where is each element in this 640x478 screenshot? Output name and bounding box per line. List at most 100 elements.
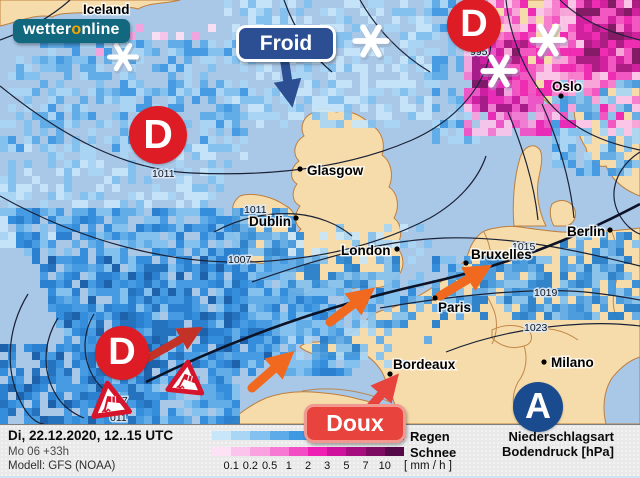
- precip-cell: [248, 352, 256, 360]
- precip-cell: [592, 72, 600, 80]
- precip-cell: [120, 120, 128, 128]
- precip-cell: [488, 128, 496, 136]
- precip-cell: [144, 96, 152, 104]
- precip-cell: [120, 296, 128, 304]
- precip-cell: [8, 104, 16, 112]
- precip-cell: [72, 208, 80, 216]
- precip-cell: [208, 280, 216, 288]
- precip-cell: [328, 280, 336, 288]
- precip-cell: [144, 384, 152, 392]
- precip-cell: [472, 88, 480, 96]
- precip-cell: [248, 280, 256, 288]
- precip-cell: [40, 272, 48, 280]
- precip-cell: [520, 296, 528, 304]
- precip-cell: [600, 40, 608, 48]
- precip-cell: [96, 40, 104, 48]
- precip-cell: [584, 136, 592, 144]
- precip-cell: [136, 232, 144, 240]
- precip-cell: [416, 304, 424, 312]
- precip-cell: [352, 0, 360, 8]
- precip-cell: [472, 296, 480, 304]
- precip-cell: [208, 144, 216, 152]
- precip-cell: [568, 64, 576, 72]
- precip-cell: [56, 288, 64, 296]
- precip-cell: [200, 264, 208, 272]
- precip-cell: [472, 48, 480, 56]
- precip-cell: [144, 88, 152, 96]
- precip-cell: [32, 240, 40, 248]
- precip-cell: [512, 264, 520, 272]
- precip-cell: [352, 120, 360, 128]
- precip-cell: [56, 216, 64, 224]
- precip-cell: [584, 88, 592, 96]
- precip-cell: [368, 320, 376, 328]
- precip-cell: [96, 304, 104, 312]
- precip-cell: [96, 376, 104, 384]
- precip-cell: [592, 64, 600, 72]
- precip-cell: [96, 168, 104, 176]
- precip-cell: [560, 296, 568, 304]
- precip-cell: [56, 392, 64, 400]
- scale-tick-label: 7: [362, 460, 369, 472]
- precip-cell: [208, 208, 216, 216]
- precip-cell: [208, 40, 216, 48]
- precip-cell: [120, 392, 128, 400]
- precip-cell: [544, 80, 552, 88]
- precip-cell: [536, 112, 544, 120]
- precip-cell: [488, 288, 496, 296]
- precip-cell: [560, 280, 568, 288]
- precip-cell: [392, 296, 400, 304]
- precip-cell: [224, 352, 232, 360]
- precip-cell: [584, 312, 592, 320]
- precip-cell: [248, 360, 256, 368]
- precip-cell: [488, 96, 496, 104]
- precip-cell: [376, 64, 384, 72]
- precip-cell: [336, 88, 344, 96]
- precip-cell: [56, 304, 64, 312]
- precip-cell: [176, 416, 184, 424]
- precip-cell: [400, 224, 408, 232]
- precip-cell: [184, 256, 192, 264]
- precip-cell: [328, 288, 336, 296]
- precip-cell: [496, 40, 504, 48]
- precip-cell: [56, 80, 64, 88]
- precip-cell: [592, 312, 600, 320]
- precip-cell: [504, 16, 512, 24]
- precip-cell: [176, 200, 184, 208]
- precip-cell: [312, 280, 320, 288]
- precip-cell: [432, 64, 440, 72]
- precip-cell: [192, 192, 200, 200]
- precip-cell: [120, 40, 128, 48]
- precip-cell: [616, 312, 624, 320]
- precip-cell: [504, 112, 512, 120]
- precip-cell: [40, 232, 48, 240]
- precip-cell: [160, 88, 168, 96]
- precip-cell: [120, 136, 128, 144]
- precip-cell: [312, 80, 320, 88]
- precip-cell: [520, 72, 528, 80]
- precip-cell: [208, 112, 216, 120]
- precip-cell: [600, 80, 608, 88]
- precip-cell: [240, 64, 248, 72]
- precip-cell: [256, 104, 264, 112]
- precip-cell: [208, 352, 216, 360]
- precip-cell: [128, 72, 136, 80]
- precip-cell: [336, 56, 344, 64]
- precip-cell: [200, 120, 208, 128]
- precip-cell: [144, 288, 152, 296]
- precip-cell: [176, 288, 184, 296]
- precip-cell: [432, 24, 440, 32]
- precip-cell: [432, 48, 440, 56]
- precip-cell: [512, 24, 520, 32]
- precip-cell: [48, 144, 56, 152]
- precip-cell: [264, 112, 272, 120]
- precip-cell: [448, 0, 456, 8]
- precip-cell: [216, 312, 224, 320]
- precip-cell: [256, 280, 264, 288]
- precip-cell: [40, 56, 48, 64]
- precip-cell: [112, 136, 120, 144]
- precip-cell: [232, 320, 240, 328]
- precip-cell: [152, 64, 160, 72]
- precip-cell: [496, 280, 504, 288]
- precip-cell: [464, 128, 472, 136]
